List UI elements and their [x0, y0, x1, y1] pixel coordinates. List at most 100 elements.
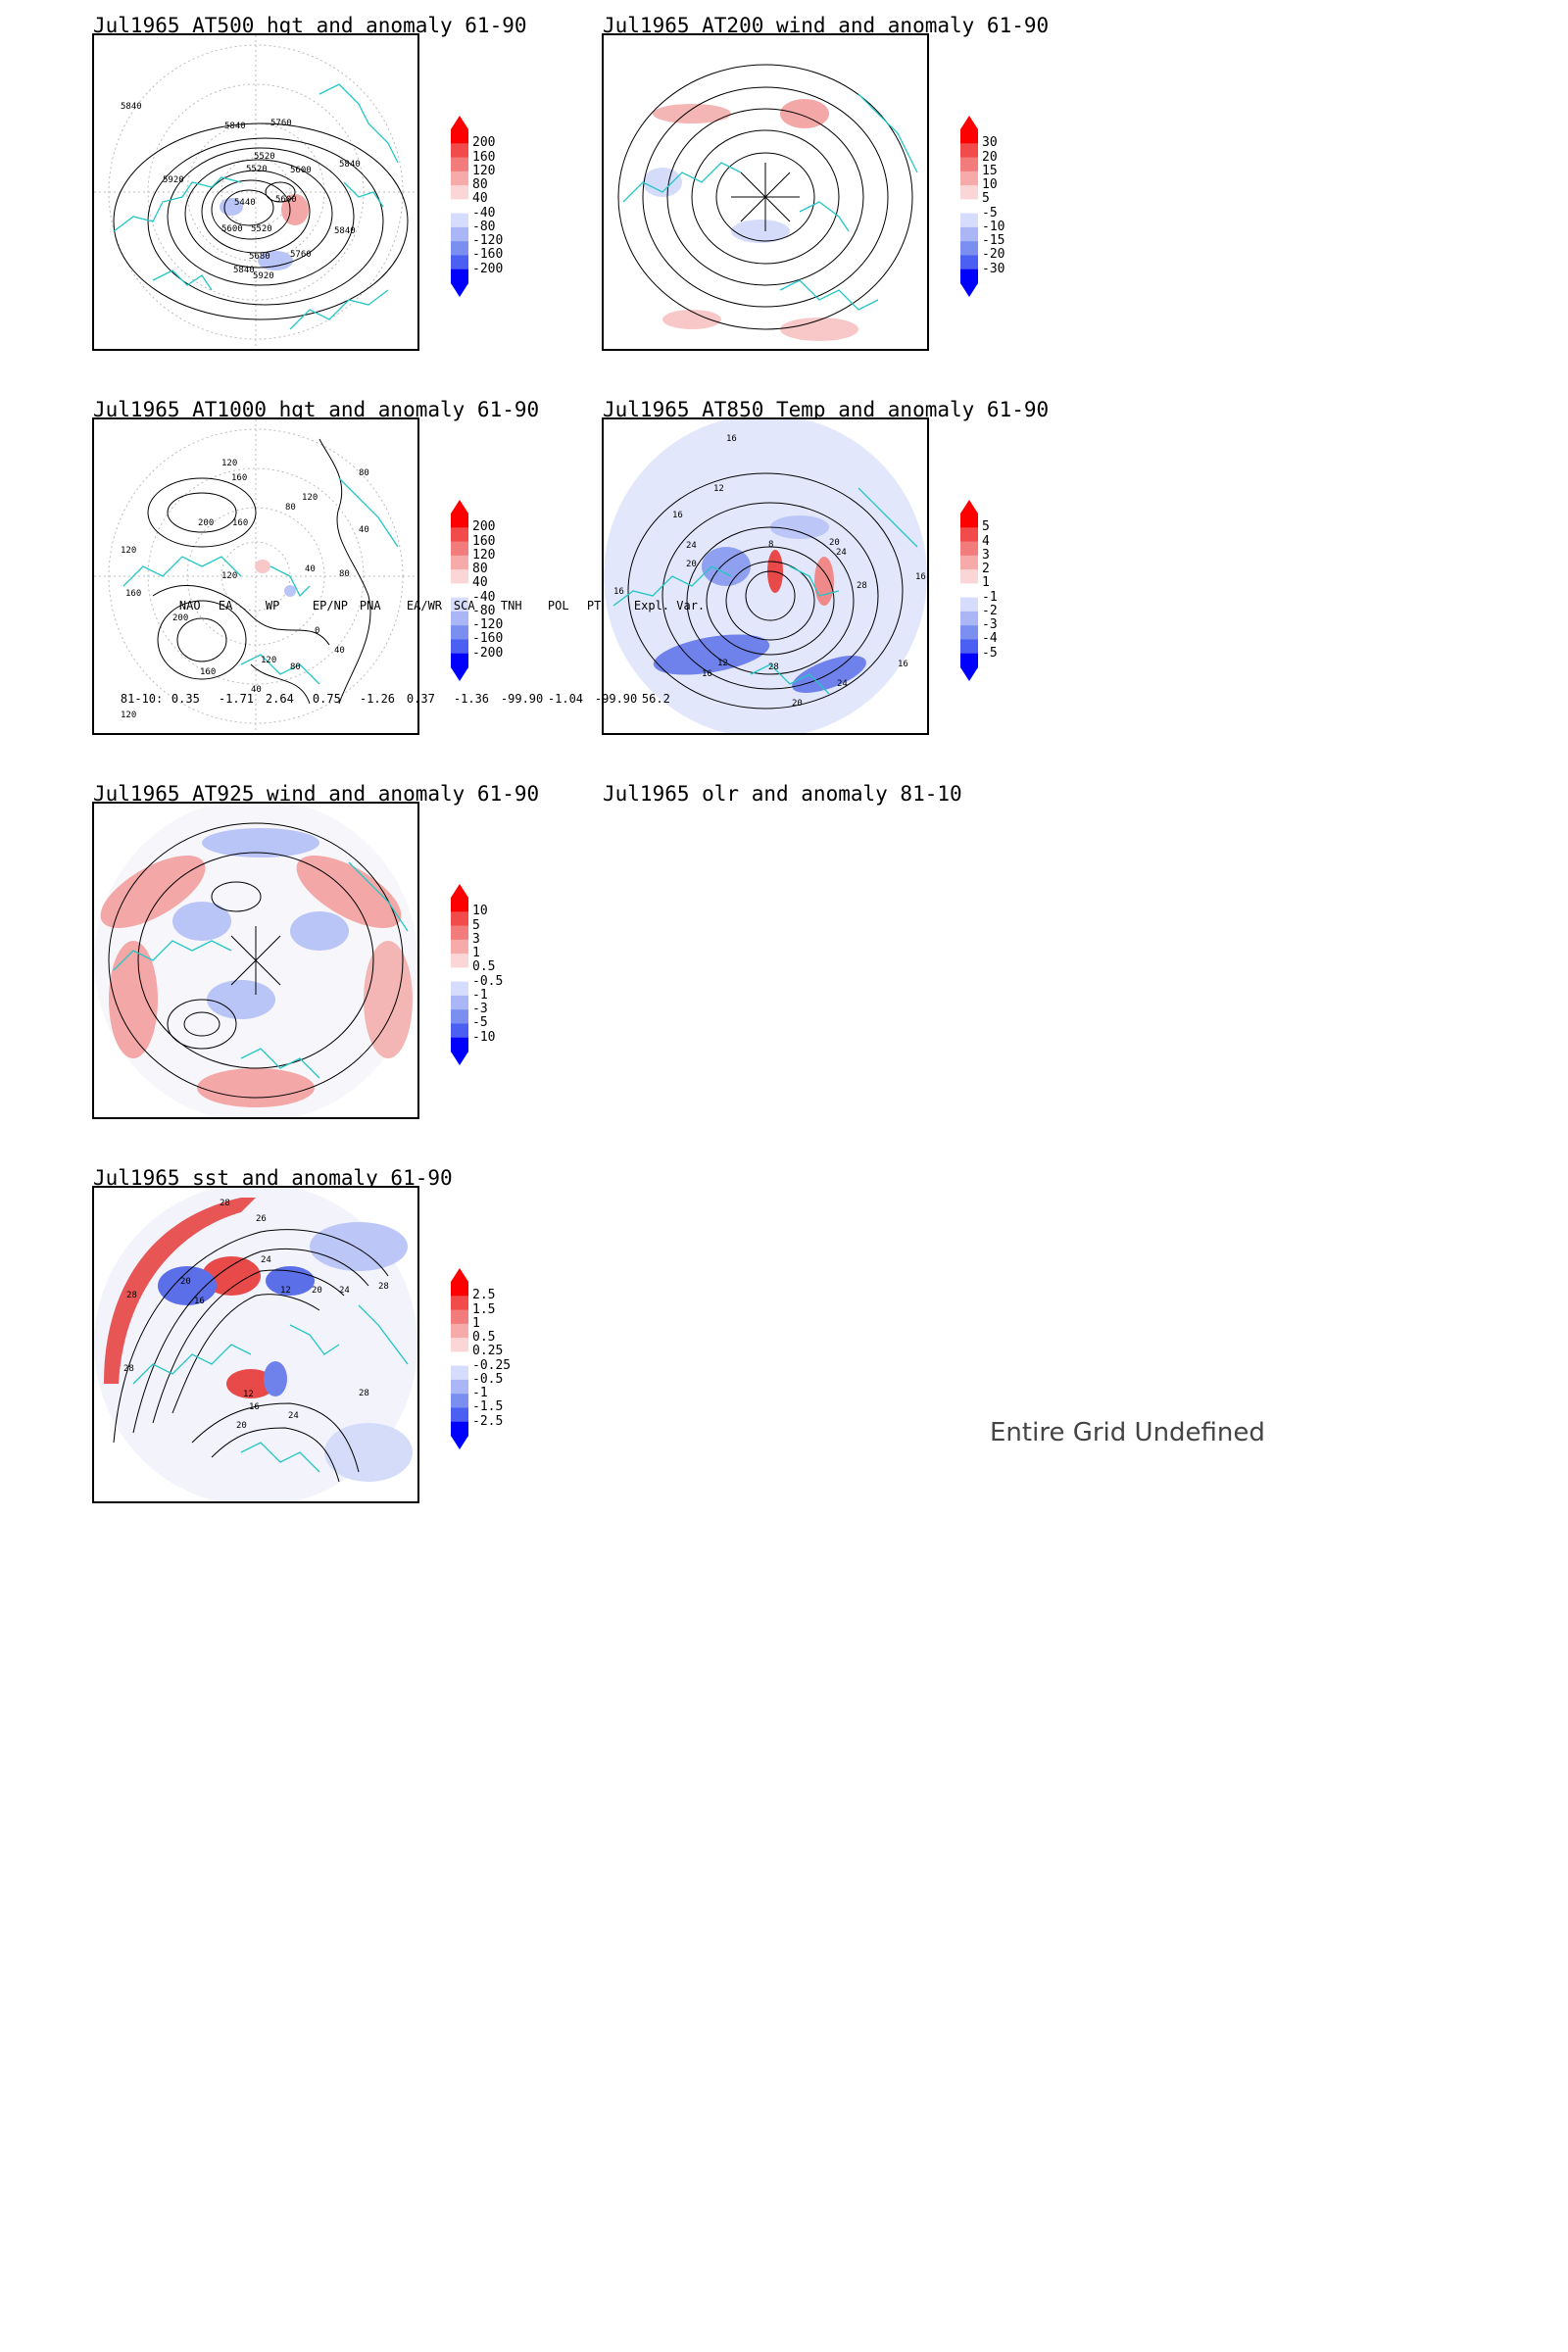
colorbar-label: 2: [982, 562, 990, 577]
contour-label: 24: [288, 1411, 299, 1421]
colorbar-label: -5: [472, 1015, 488, 1031]
colorbar-segment: [960, 583, 978, 599]
contour-label: 5840: [334, 226, 356, 236]
contour-label: 5600: [275, 195, 297, 205]
colorbar-label: -0.5: [472, 1371, 504, 1387]
colorbar-segment: [451, 583, 468, 599]
colorbar-segment: [451, 1365, 468, 1381]
colorbar-segment: [960, 527, 978, 543]
contour-label: 160: [200, 667, 216, 677]
contour-label: 80: [285, 503, 296, 513]
colorbar-segment: [451, 1394, 468, 1408]
map-panel-sst: 28 26 24 20 16 28 28 12 20 24 28 12 16 2…: [92, 1186, 419, 1503]
colorbar-graphic: [451, 1268, 468, 1449]
contour-label: 120: [261, 656, 276, 665]
teleconnection-value-row: 81-10: 0.35 -1.71 2.64 0.75 -1.26 0.37 -1.36 -99…: [92, 671, 703, 727]
contour-label: 20: [180, 1277, 191, 1287]
colorbar-segment: [451, 541, 468, 557]
colorbar-segment: [451, 226, 468, 242]
colorbar-label: 40: [472, 575, 488, 591]
teleconnection-header-row: NAO EA WP EP/NP PNA EA/WR SCA TNH POL PT Expl. Var…: [92, 578, 706, 634]
colorbar-label: -200: [472, 645, 504, 661]
colorbar-segment: [451, 1023, 468, 1039]
colorbar-cap-top: [451, 1268, 468, 1282]
colorbar-segment: [451, 639, 468, 655]
contour-label: 80: [339, 569, 350, 579]
colorbar-200wind: 30 20 15 10 5 -5 -10 -15 -20 -30: [958, 116, 1037, 297]
colorbar-850temp: 5 4 3 2 1 -1 -2 -3 -4 -5: [958, 500, 1037, 681]
lat-grid: [94, 35, 417, 349]
contour-label: 16: [702, 669, 712, 679]
colorbar-segment: [960, 171, 978, 186]
colorbar-segment: [451, 555, 468, 570]
colorbar-label: 1: [472, 946, 480, 961]
colorbar-label: -0.25: [472, 1357, 512, 1373]
colorbar-segment: [451, 514, 468, 528]
contour-label: 5920: [253, 271, 274, 281]
colorbar-label: -80: [472, 219, 496, 234]
colorbar-segment: [960, 541, 978, 557]
colorbar-segment: [451, 925, 468, 941]
contour-label: 5840: [233, 266, 255, 275]
colorbar-segment: [451, 1421, 468, 1437]
polar-map-850temp: 16 12 16 24 20 8 20 24 28 16 16 12 16 28…: [604, 419, 927, 733]
contour-label: 24: [836, 548, 847, 558]
colorbar-segment: [451, 1351, 468, 1367]
colorbar-label: -10: [982, 219, 1005, 234]
colorbar-label: -80: [472, 603, 496, 618]
colorbar-segment: [451, 185, 468, 200]
colorbar-segment: [451, 269, 468, 284]
tc-value: -99.90: [594, 692, 638, 706]
colorbar-segment: [451, 1407, 468, 1423]
tc-value: -1.36: [453, 692, 490, 706]
colorbar-segment: [960, 639, 978, 655]
polar-map-200wind: [617, 64, 918, 341]
colorbar-label: -5: [982, 205, 998, 220]
colorbar-cap-bottom: [451, 1436, 468, 1449]
contour-label: 24: [339, 1286, 350, 1296]
tc-value: -1.71: [218, 692, 255, 706]
polar-map-1000hgt: 120 160 200 160 80 120 80 120 40 200 160…: [94, 419, 417, 733]
colorbar-label: 160: [472, 533, 496, 549]
colorbar-segment: [451, 1282, 468, 1297]
colorbar-label: -160: [472, 631, 504, 647]
contour-label: 16: [915, 572, 926, 582]
contour-label: 120: [121, 546, 136, 556]
contour-label: 16: [898, 660, 908, 669]
contour-label: 40: [305, 564, 316, 574]
tc-header: TNH: [500, 599, 522, 612]
coastlines: [113, 861, 409, 1079]
map-panel-925wind: [92, 802, 419, 1119]
tc-value: 0.75: [312, 692, 341, 706]
contour-label: 40: [251, 685, 262, 695]
contour-label: 16: [194, 1297, 205, 1306]
colorbar-segment: [451, 241, 468, 256]
teleconnection-table: NAO EA WP EP/NP PNA EA/WR SCA TNH POL PT Expl. Var…: [92, 541, 706, 746]
colorbar-label: 200: [472, 135, 496, 151]
contour-labels: 16 12 16 24 20 8 20 24 28 16 16 12 16 28…: [613, 434, 926, 709]
contour-label: 5760: [270, 119, 292, 128]
contour-label: 5600: [290, 166, 312, 175]
lat-grid: [94, 419, 417, 733]
colorbar-segment: [960, 514, 978, 528]
tc-header: Expl. Var.: [633, 599, 706, 612]
colorbar-label: 80: [472, 177, 488, 193]
contour-label: 40: [334, 646, 345, 656]
contour-label: 16: [613, 587, 624, 597]
colorbar-label: -2: [982, 603, 998, 618]
colorbar-segment: [451, 1379, 468, 1395]
colorbar-segment: [451, 625, 468, 640]
contour-label: 12: [280, 1286, 291, 1296]
tc-value: -1.26: [359, 692, 396, 706]
colorbar-sst: 2.5 1.5 1 0.5 0.25 -0.25 -0.5 -1 -1.5 -2.5: [449, 1268, 527, 1449]
colorbar-segment: [960, 199, 978, 215]
colorbar-segment: [451, 569, 468, 584]
colorbar-label: -20: [982, 247, 1005, 263]
colorbar-500hgt: 200 160 120 80 40 -40 -80 -120 -160 -200: [449, 116, 527, 297]
colorbar-segment: [451, 143, 468, 159]
colorbar-label: -40: [472, 205, 496, 220]
colorbar-segment: [451, 171, 468, 186]
colorbar-label: 120: [472, 163, 496, 178]
colorbar-segment: [960, 129, 978, 144]
tc-value: 0.37: [406, 692, 435, 706]
